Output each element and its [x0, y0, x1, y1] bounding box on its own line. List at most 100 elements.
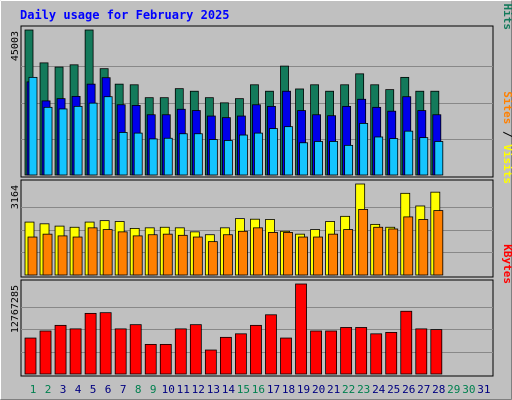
bar-sites: [388, 228, 399, 276]
bar-pages: [103, 96, 113, 176]
bar-kbytes: [430, 329, 443, 375]
bar-kbytes: [385, 332, 398, 375]
bar-sites: [72, 236, 83, 276]
bar-sites: [298, 236, 308, 276]
x-tick-label: 30: [462, 383, 475, 396]
bar-kbytes: [114, 328, 127, 375]
bar-pages: [359, 123, 369, 176]
bar-sites: [162, 233, 173, 276]
bar-kbytes: [99, 312, 112, 375]
bar-sites: [147, 234, 158, 276]
bar-sites: [313, 236, 323, 276]
bar-kbytes: [204, 349, 217, 375]
x-tick-label: 24: [372, 383, 386, 396]
x-tick-label: 26: [402, 383, 415, 396]
x-axis-ticks: 1 2 3 4 5 6 7 8 9 10 11 12 13 14 15 16 17 18 19 20 21 22 23 24 2…: [30, 383, 491, 396]
bar-pages: [389, 138, 399, 176]
bar-pages: [239, 134, 248, 176]
y-max-label: 3164: [10, 185, 21, 209]
bar-pages: [404, 130, 414, 176]
right-axis-label: Sites / Visits: [501, 91, 512, 184]
bar-kbytes: [54, 324, 67, 375]
panel-frame: [20, 179, 494, 278]
bar-sites: [283, 232, 293, 276]
x-tick-label: 17: [267, 383, 280, 396]
bar-pages: [28, 76, 38, 176]
right-axis-label: KBytes: [501, 244, 512, 284]
bar-sites: [268, 232, 278, 276]
x-tick-label: 12: [192, 383, 205, 396]
x-tick-label: 5: [90, 383, 97, 396]
bar-pages: [223, 140, 233, 176]
x-tick-label: 19: [297, 383, 310, 396]
bar-kbytes: [355, 327, 368, 375]
bar-sites: [42, 233, 53, 276]
panel-visits-sites: 3164 Sites / Visits: [10, 91, 512, 278]
bar-pages: [148, 138, 158, 176]
x-tick-label: 18: [282, 383, 295, 396]
bar-pages: [419, 137, 429, 176]
bar-pages: [118, 132, 128, 176]
panel-frame: [20, 25, 494, 178]
x-tick-label: 27: [417, 383, 430, 396]
right-axis-label: Pages / Files / Hits: [501, 0, 512, 30]
bar-sites: [418, 219, 429, 276]
bar-pages: [434, 141, 444, 176]
bar-pages: [58, 108, 68, 176]
bar-kbytes: [129, 324, 142, 375]
bar-kbytes: [340, 327, 353, 375]
x-tick-label: 2: [45, 383, 52, 396]
bar-kbytes: [400, 310, 413, 375]
bar-kbytes: [189, 324, 202, 375]
bar-kbytes: [370, 333, 383, 375]
bar-pages: [133, 132, 143, 176]
bar-pages: [314, 141, 323, 176]
x-tick-label: 14: [222, 383, 236, 396]
x-tick-label: 8: [135, 383, 142, 396]
bar-sites: [132, 235, 143, 276]
bar-kbytes: [24, 337, 37, 375]
bar-kbytes: [250, 324, 262, 375]
bar-pages: [193, 133, 203, 176]
bar-sites: [207, 241, 218, 276]
x-tick-label: 4: [75, 383, 82, 396]
y-max-label: 45003: [10, 31, 21, 61]
bar-pages: [329, 141, 339, 176]
bar-kbytes: [415, 328, 428, 375]
bar-sites: [27, 236, 38, 276]
bar-sites: [343, 229, 354, 276]
bar-sites: [102, 229, 113, 276]
x-tick-label: 3: [60, 383, 67, 396]
bar-kbytes: [295, 283, 307, 375]
axis-label-separator: /: [501, 124, 512, 144]
x-tick-label: 13: [207, 383, 220, 396]
axis-label-kbytes: KBytes: [501, 244, 512, 284]
bar-sites: [328, 233, 339, 276]
bar-sites: [238, 230, 248, 276]
x-tick-label: 6: [105, 383, 112, 396]
x-tick-label: 11: [177, 383, 190, 396]
bar-pages: [254, 132, 263, 176]
bar-sites: [222, 234, 233, 276]
x-tick-label: 21: [327, 383, 340, 396]
x-tick-label: 29: [447, 383, 460, 396]
bar-sites: [177, 234, 188, 276]
bar-kbytes: [84, 312, 97, 375]
x-tick-label: 22: [342, 383, 355, 396]
x-tick-label: 25: [387, 383, 400, 396]
x-tick-label: 31: [477, 383, 490, 396]
axis-label-sites: Sites: [501, 91, 512, 124]
bar-kbytes: [280, 337, 292, 375]
bar-pages: [374, 136, 384, 176]
bar-sites: [358, 209, 369, 276]
x-tick-label: 16: [252, 383, 265, 396]
bar-pages: [284, 126, 293, 176]
bar-pages: [43, 106, 53, 176]
bar-sites: [403, 216, 414, 276]
y-max-label: 12767285: [10, 285, 21, 333]
bar-kbytes: [159, 343, 172, 375]
bar-pages: [178, 133, 188, 176]
x-tick-label: 1: [30, 383, 37, 396]
x-tick-label: 15: [237, 383, 250, 396]
